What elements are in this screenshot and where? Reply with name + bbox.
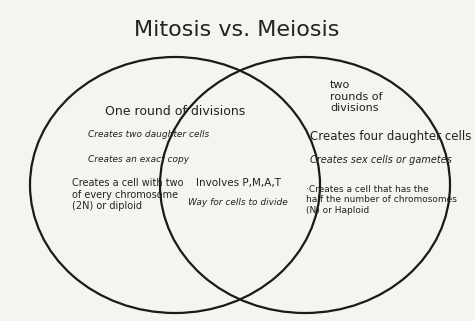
Text: two
rounds of
divisions: two rounds of divisions xyxy=(330,80,382,113)
Text: Involves P,M,A,T: Involves P,M,A,T xyxy=(196,178,281,188)
Text: Creates four daughter cells: Creates four daughter cells xyxy=(310,130,471,143)
Text: Creates a cell with two
of every chromosome
(2N) or diploid: Creates a cell with two of every chromos… xyxy=(72,178,183,211)
Text: Creates two daughter cells: Creates two daughter cells xyxy=(88,130,209,139)
Text: Way for cells to divide: Way for cells to divide xyxy=(188,198,288,207)
Text: Creates sex cells or gametes: Creates sex cells or gametes xyxy=(310,155,452,165)
Text: One round of divisions: One round of divisions xyxy=(105,105,245,118)
Text: Creates an exact copy: Creates an exact copy xyxy=(88,155,189,164)
Text: ·Creates a cell that has the
half the number of chromosomes
(N) or Haploid: ·Creates a cell that has the half the nu… xyxy=(306,185,457,215)
Text: Mitosis vs. Meiosis: Mitosis vs. Meiosis xyxy=(134,20,340,40)
